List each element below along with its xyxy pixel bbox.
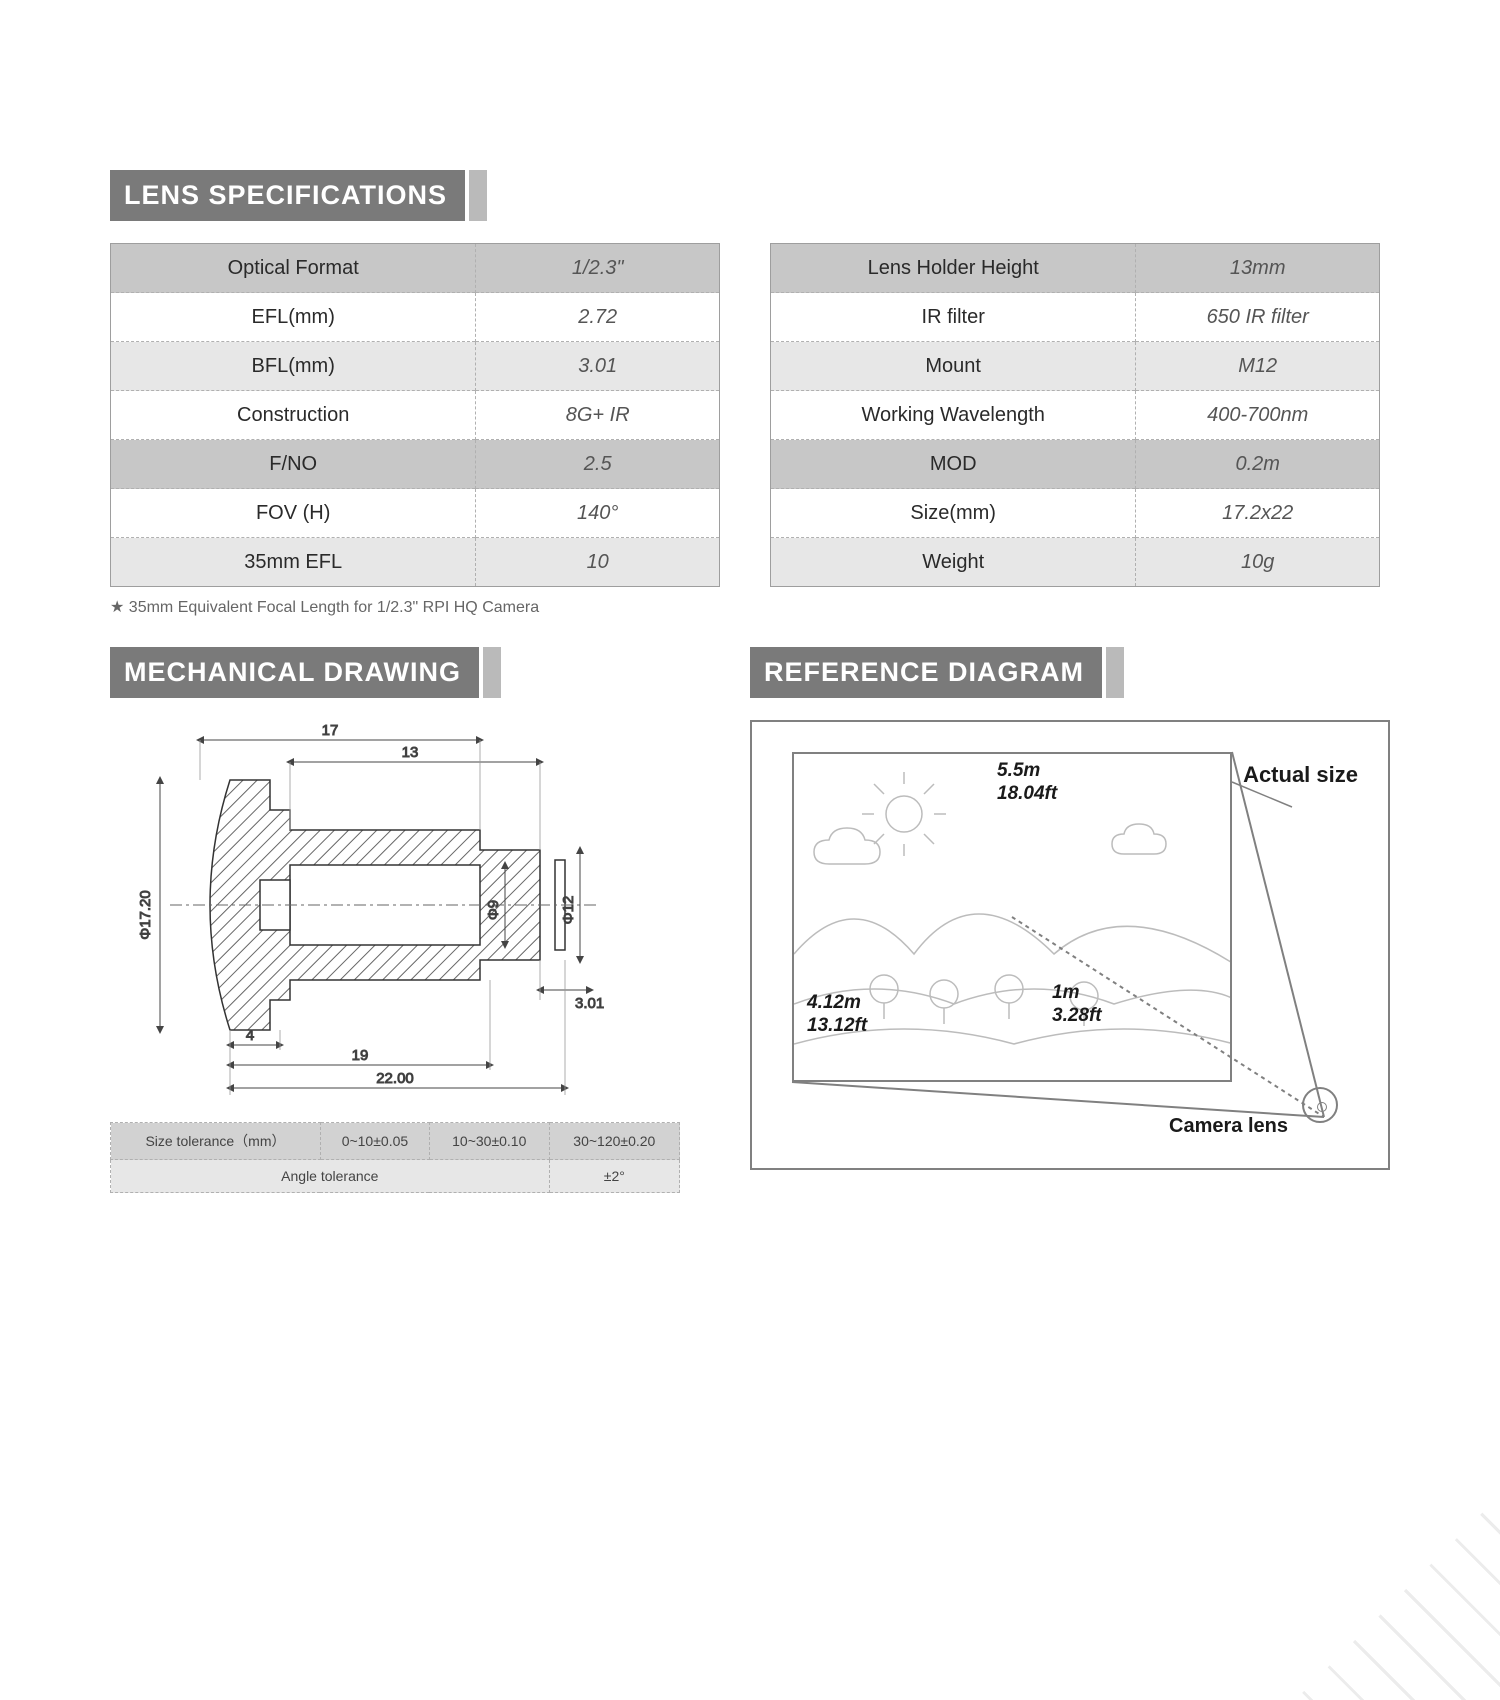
spec-label: EFL(mm) — [111, 293, 476, 342]
spec-row: MOD0.2m — [771, 440, 1380, 489]
ref-top-dim: 5.5m18.04ft — [997, 760, 1057, 806]
spec-row: Size(mm)17.2x22 — [771, 489, 1380, 538]
svg-text:22.00: 22.00 — [376, 1070, 414, 1087]
tol-range-0: 0~10±0.05 — [320, 1123, 429, 1160]
spec-row: F/NO2.5 — [111, 440, 720, 489]
spec-row: Lens Holder Height13mm — [771, 244, 1380, 293]
tol-angle-label: Angle tolerance — [111, 1160, 550, 1193]
tolerance-table: Size tolerance（mm） 0~10±0.05 10~30±0.10 … — [110, 1122, 680, 1193]
spec-value: 3.01 — [476, 342, 720, 391]
spec-value: 2.5 — [476, 440, 720, 489]
spec-value: 650 IR filter — [1136, 293, 1380, 342]
spec-row: FOV (H)140° — [111, 489, 720, 538]
spec-label: F/NO — [111, 440, 476, 489]
spec-value: 400-700nm — [1136, 391, 1380, 440]
spec-label: BFL(mm) — [111, 342, 476, 391]
tol-range-1: 10~30±0.10 — [429, 1123, 549, 1160]
spec-row: 35mm EFL10 — [111, 538, 720, 587]
reference-diagram: 5.5m18.04ft 4.12m13.12ft 1m3.28ft Actual… — [750, 720, 1390, 1170]
spec-label: Working Wavelength — [771, 391, 1136, 440]
camera-lens-label: Camera lens — [1169, 1115, 1288, 1138]
spec-row: EFL(mm)2.72 — [111, 293, 720, 342]
ref-heading: REFERENCE DIAGRAM — [750, 647, 1102, 698]
page-content: LENS SPECIFICATIONS Optical Format1/2.3"… — [110, 170, 1390, 1193]
mechanical-column: MECHANICAL DRAWING — [110, 647, 700, 1193]
spec-row: IR filter650 IR filter — [771, 293, 1380, 342]
tol-size-label: Size tolerance（mm） — [111, 1123, 321, 1160]
specs-heading: LENS SPECIFICATIONS — [110, 170, 465, 221]
reference-column: REFERENCE DIAGRAM — [750, 647, 1390, 1193]
spec-row: Working Wavelength400-700nm — [771, 391, 1380, 440]
spec-row: Weight10g — [771, 538, 1380, 587]
spec-row: MountM12 — [771, 342, 1380, 391]
svg-text:13: 13 — [402, 744, 419, 761]
specs-table-left: Optical Format1/2.3"EFL(mm)2.72BFL(mm)3.… — [110, 243, 720, 587]
spec-value: 2.72 — [476, 293, 720, 342]
spec-label: FOV (H) — [111, 489, 476, 538]
specs-table-right: Lens Holder Height13mmIR filter650 IR fi… — [770, 243, 1380, 587]
ref-left-dim: 4.12m13.12ft — [807, 992, 867, 1038]
spec-label: MOD — [771, 440, 1136, 489]
spec-label: Mount — [771, 342, 1136, 391]
spec-label: Optical Format — [111, 244, 476, 293]
svg-text:Φ12: Φ12 — [560, 896, 577, 925]
lower-row: MECHANICAL DRAWING — [110, 647, 1390, 1193]
spec-value: 0.2m — [1136, 440, 1380, 489]
spec-value: M12 — [1136, 342, 1380, 391]
specs-tables: Optical Format1/2.3"EFL(mm)2.72BFL(mm)3.… — [110, 243, 1390, 587]
spec-value: 8G+ IR — [476, 391, 720, 440]
mechanical-drawing: 17 13 Φ17.20 Φ9 Φ12 — [120, 720, 660, 1110]
spec-label: Weight — [771, 538, 1136, 587]
spec-label: 35mm EFL — [111, 538, 476, 587]
spec-value: 140° — [476, 489, 720, 538]
tol-range-2: 30~120±0.20 — [549, 1123, 679, 1160]
mech-heading: MECHANICAL DRAWING — [110, 647, 479, 698]
spec-row: BFL(mm)3.01 — [111, 342, 720, 391]
lens-circle-icon — [1302, 1087, 1338, 1123]
spec-label: Lens Holder Height — [771, 244, 1136, 293]
svg-text:17: 17 — [322, 722, 339, 739]
spec-value: 10 — [476, 538, 720, 587]
spec-row: Optical Format1/2.3" — [111, 244, 720, 293]
spec-label: IR filter — [771, 293, 1136, 342]
svg-text:Φ17.20: Φ17.20 — [137, 890, 154, 940]
ref-diag-dim: 1m3.28ft — [1052, 982, 1102, 1028]
spec-label: Size(mm) — [771, 489, 1136, 538]
footnote: ★ 35mm Equivalent Focal Length for 1/2.3… — [110, 597, 1390, 617]
svg-text:Φ9: Φ9 — [485, 900, 502, 920]
svg-text:3.01: 3.01 — [575, 995, 604, 1012]
spec-value: 17.2x22 — [1136, 489, 1380, 538]
svg-text:19: 19 — [352, 1047, 369, 1064]
spec-row: Construction8G+ IR — [111, 391, 720, 440]
spec-label: Construction — [111, 391, 476, 440]
spec-value: 1/2.3" — [476, 244, 720, 293]
actual-size-label: Actual size — [1243, 762, 1358, 788]
svg-text:4: 4 — [246, 1027, 254, 1044]
tol-angle-value: ±2° — [549, 1160, 679, 1193]
spec-value: 10g — [1136, 538, 1380, 587]
spec-value: 13mm — [1136, 244, 1380, 293]
